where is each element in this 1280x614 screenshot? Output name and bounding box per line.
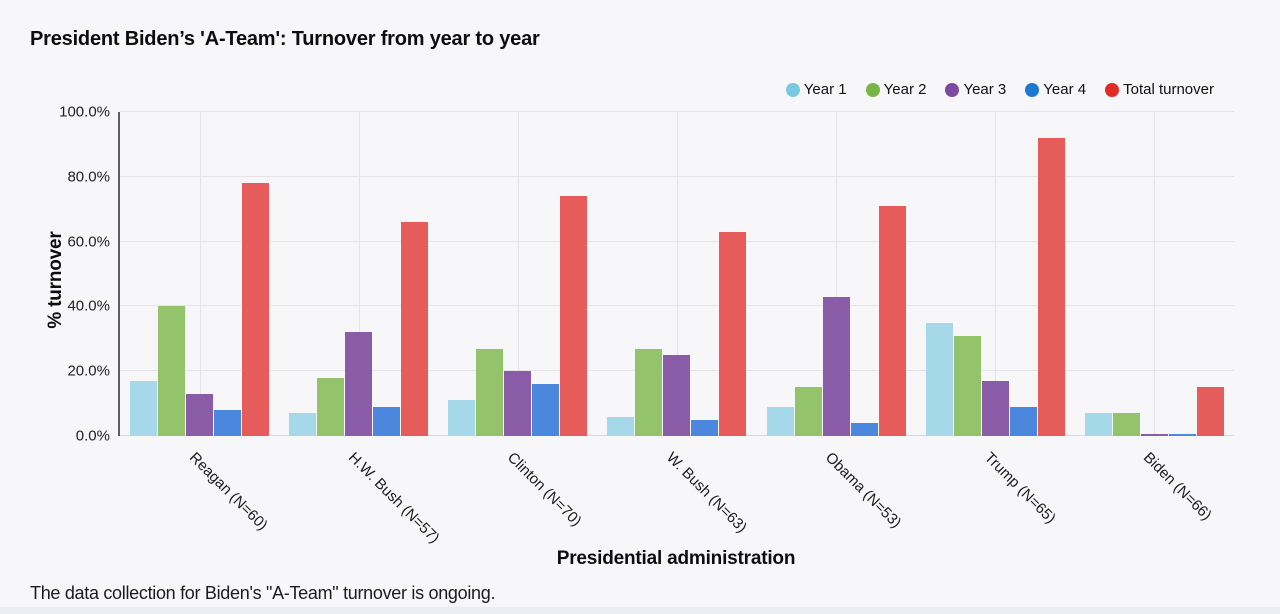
bar-total-turnover-reagan-n-60 — [242, 183, 270, 436]
bar-year-1-reagan-n-60 — [130, 380, 158, 436]
bar-year-2-clinton-n-70 — [476, 348, 504, 436]
bar-year-1-trump-n-65 — [925, 322, 953, 436]
bar-year-2-h-w-bush-n-57 — [317, 377, 345, 436]
bar-year-2-biden-n-66 — [1112, 413, 1140, 436]
bar-year-4-clinton-n-70 — [532, 384, 560, 436]
bar-year-4-reagan-n-60 — [214, 410, 242, 436]
bar-year-4-trump-n-65 — [1009, 406, 1037, 436]
x-tick-label-obama-n-53: Obama (N=53) — [822, 449, 905, 532]
bar-year-4-h-w-bush-n-57 — [373, 406, 401, 436]
plot-area — [118, 111, 1234, 436]
legend-marker-circle-icon — [1105, 82, 1120, 97]
bar-year-3-biden-n-66 — [1140, 434, 1168, 436]
chart-title: President Biden’s 'A-Team': Turnover fro… — [30, 28, 540, 50]
bottom-strip — [0, 607, 1280, 614]
y-tick-label-40-0: 40.0% — [67, 297, 110, 315]
bar-group-h-w-bush-n-57 — [279, 112, 438, 436]
legend-item-year-2: Year 2 — [865, 81, 927, 98]
h-gridline-100-0 — [120, 111, 1234, 112]
legend-item-year-4: Year 4 — [1025, 81, 1086, 98]
x-tick-label-clinton-n-70: Clinton (N=70) — [503, 449, 585, 530]
legend-label-year-4: Year 4 — [1043, 81, 1087, 98]
x-tick-label-w-bush-n-63: W. Bush (N=63) — [662, 449, 751, 537]
legend-label-year-3: Year 3 — [963, 81, 1007, 98]
x-axis-tick-labels: Reagan (N=60) H.W. Bush (N=57) Clinton (N=… — [118, 443, 1232, 558]
bar-year-3-w-bush-n-63 — [663, 355, 691, 436]
y-axis-tick-labels: 0.0% 20.0% 40.0% 60.0% 80.0% 100.0% — [0, 105, 110, 444]
bar-group-reagan-n-60 — [120, 112, 279, 436]
bar-year-1-clinton-n-70 — [448, 400, 476, 436]
legend-label-year-2: Year 2 — [883, 81, 927, 98]
x-axis-title: Presidential administration — [556, 548, 796, 569]
bar-group-clinton-n-70 — [438, 112, 597, 436]
bar-total-turnover-h-w-bush-n-57 — [401, 222, 429, 436]
legend-item-total-turnover: Total turnover — [1105, 81, 1214, 98]
bar-group-biden-n-66 — [1075, 112, 1234, 436]
bar-year-3-trump-n-65 — [981, 380, 1009, 436]
bar-year-2-trump-n-65 — [953, 335, 981, 436]
legend-marker-circle-icon — [865, 82, 880, 97]
x-tick-label-h-w-bush-n-57: H.W. Bush (N=57) — [344, 449, 443, 547]
v-gridline-h-w-bush-n-57 — [358, 112, 360, 436]
bar-total-turnover-biden-n-66 — [1196, 387, 1224, 436]
bar-year-2-obama-n-53 — [794, 387, 822, 436]
bar-group-w-bush-n-63 — [597, 112, 756, 436]
v-gridline-biden-n-66 — [1154, 112, 1156, 436]
bar-year-1-biden-n-66 — [1084, 413, 1112, 436]
footnote: The data collection for Biden's "A-Team"… — [30, 583, 496, 603]
x-tick-label-biden-n-66: Biden (N=66) — [1140, 449, 1216, 524]
legend: Year 1 Year 2 Year 3 Year 4 Total turnover — [785, 81, 1214, 98]
bar-year-1-h-w-bush-n-57 — [289, 413, 317, 436]
y-tick-label-80-0: 80.0% — [67, 168, 110, 186]
bar-year-3-h-w-bush-n-57 — [345, 332, 373, 436]
bar-year-3-clinton-n-70 — [504, 371, 532, 436]
v-gridline-obama-n-53 — [836, 112, 838, 436]
bar-year-2-w-bush-n-63 — [635, 348, 663, 436]
legend-label-total-turnover: Total turnover — [1123, 81, 1214, 98]
x-tick-label-trump-n-65: Trump (N=65) — [981, 449, 1060, 527]
bar-total-turnover-trump-n-65 — [1037, 137, 1065, 436]
y-tick-label-0-0: 0.0% — [75, 427, 110, 445]
bar-group-obama-n-53 — [757, 112, 916, 436]
bar-group-trump-n-65 — [916, 112, 1075, 436]
v-gridline-w-bush-n-63 — [677, 112, 678, 436]
bar-year-1-obama-n-53 — [766, 406, 794, 436]
y-tick-label-20-0: 20.0% — [67, 362, 110, 380]
bar-year-3-obama-n-53 — [822, 296, 850, 436]
bar-total-turnover-obama-n-53 — [878, 205, 906, 436]
v-gridline-clinton-n-70 — [517, 112, 519, 436]
bar-year-4-obama-n-53 — [850, 423, 878, 436]
y-tick-label-60-0: 60.0% — [67, 233, 110, 251]
legend-label-year-1: Year 1 — [803, 81, 847, 98]
bar-year-4-biden-n-66 — [1168, 434, 1196, 436]
bar-year-4-w-bush-n-63 — [691, 419, 719, 436]
bar-year-2-reagan-n-60 — [158, 306, 186, 436]
v-gridline-reagan-n-60 — [199, 112, 201, 436]
bar-year-1-w-bush-n-63 — [607, 416, 635, 436]
legend-marker-circle-icon — [785, 82, 800, 97]
bar-total-turnover-w-bush-n-63 — [719, 231, 747, 436]
v-gridline-trump-n-65 — [995, 112, 997, 436]
legend-marker-circle-icon — [945, 82, 960, 97]
legend-marker-circle-icon — [1025, 82, 1040, 97]
legend-item-year-3: Year 3 — [945, 81, 1006, 98]
y-tick-label-100-0: 100.0% — [59, 103, 110, 121]
bar-year-3-reagan-n-60 — [186, 393, 214, 436]
x-tick-label-reagan-n-60: Reagan (N=60) — [185, 449, 271, 534]
bar-total-turnover-clinton-n-70 — [560, 196, 588, 436]
legend-item-year-1: Year 1 — [785, 81, 847, 98]
